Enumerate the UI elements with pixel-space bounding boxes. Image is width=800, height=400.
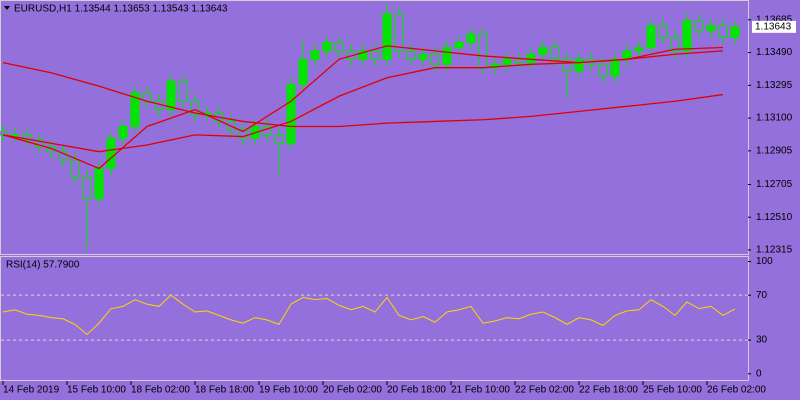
y-tick-label: 100: [756, 256, 773, 267]
main-panel-frame: [0, 0, 749, 255]
candle-body: [478, 33, 488, 69]
rsi-title: RSI(14) 57.7900: [6, 260, 80, 271]
x-tick-label: 18 Feb 02:00: [131, 385, 190, 396]
y-tick-label: 1.12905: [756, 145, 793, 156]
y-tick-label: 1.12705: [756, 179, 793, 190]
candle-body: [394, 13, 404, 52]
candle-body: [274, 134, 284, 144]
candle-body: [166, 80, 176, 111]
x-tick-label: 25 Feb 10:00: [643, 385, 702, 396]
candle-body: [406, 50, 416, 60]
candle-body: [130, 92, 140, 127]
candle-body: [118, 125, 128, 139]
candle-body: [562, 58, 572, 72]
y-tick-label: 1.12510: [756, 212, 793, 223]
candle-body: [574, 58, 584, 72]
candle-body: [22, 134, 32, 141]
candle-body: [454, 41, 464, 49]
candle-body: [538, 47, 548, 55]
chart-title: EURUSD,H1 1.13544 1.13653 1.13543 1.1364…: [14, 4, 228, 15]
candle-body: [310, 50, 320, 60]
candle-body: [514, 58, 524, 64]
candle-body: [658, 25, 668, 38]
candle-body: [178, 80, 188, 102]
candle-body: [238, 129, 248, 139]
candle-body: [466, 33, 476, 43]
y-tick-label: 0: [756, 368, 762, 379]
candle-body: [10, 134, 20, 137]
candle-body: [106, 137, 116, 169]
moving-average: [2, 62, 724, 128]
candle-body: [646, 25, 656, 49]
candle-body: [622, 50, 632, 60]
candle-body: [58, 151, 68, 161]
candle-body: [694, 20, 704, 32]
candle-body: [442, 47, 452, 65]
x-tick-label: 20 Feb 02:00: [323, 385, 382, 396]
x-tick-label: 22 Feb 02:00: [515, 385, 574, 396]
candle-body: [730, 26, 740, 38]
price-tag: [752, 20, 796, 33]
candle-body: [382, 13, 392, 60]
y-tick-label: 30: [756, 335, 768, 346]
candle-body: [298, 58, 308, 85]
x-tick-label: 14 Feb 2019: [3, 385, 60, 396]
candle-body: [670, 36, 680, 52]
candle-body: [550, 47, 560, 60]
x-tick-label: 22 Feb 18:00: [579, 385, 638, 396]
x-tick-label: 20 Feb 18:00: [387, 385, 446, 396]
candle-body: [502, 58, 512, 65]
moving-average: [2, 45, 724, 170]
x-tick-label: 26 Feb 02:00: [707, 385, 766, 396]
rsi-line: [2, 294, 736, 336]
candle-body: [598, 63, 608, 77]
candle-body: [70, 159, 80, 178]
y-tick-label: 1.13685: [756, 14, 793, 25]
candle-body: [82, 176, 92, 200]
candle-body: [430, 53, 440, 65]
candle-body: [706, 25, 716, 32]
candle-body: [418, 53, 428, 60]
candle-body: [190, 100, 200, 116]
rsi-panel-frame: [0, 256, 749, 381]
y-tick-label: 70: [756, 290, 768, 301]
candle-body: [634, 47, 644, 52]
candle-body: [682, 20, 692, 52]
price-tag-label: 1.13643: [755, 22, 792, 33]
x-tick-label: 21 Feb 10:00: [451, 385, 510, 396]
candle-body: [334, 41, 344, 52]
candle-body: [46, 146, 56, 153]
collapse-arrow[interactable]: [4, 6, 10, 10]
x-tick-label: 19 Feb 10:00: [259, 385, 318, 396]
candle-body: [718, 25, 728, 38]
candle-body: [286, 83, 296, 144]
x-tick-label: 15 Feb 10:00: [67, 385, 126, 396]
candle-body: [610, 58, 620, 77]
candle-body: [322, 41, 332, 52]
candle-body: [370, 50, 380, 60]
candle-body: [0, 131, 8, 136]
y-tick-label: 1.13295: [756, 80, 793, 91]
candle-body: [358, 50, 368, 60]
x-tick-label: 18 Feb 18:00: [195, 385, 254, 396]
y-tick-label: 1.13490: [756, 47, 793, 58]
y-tick-label: 1.12315: [756, 245, 793, 256]
candle-body: [94, 167, 104, 200]
y-tick-label: 1.13100: [756, 113, 793, 124]
